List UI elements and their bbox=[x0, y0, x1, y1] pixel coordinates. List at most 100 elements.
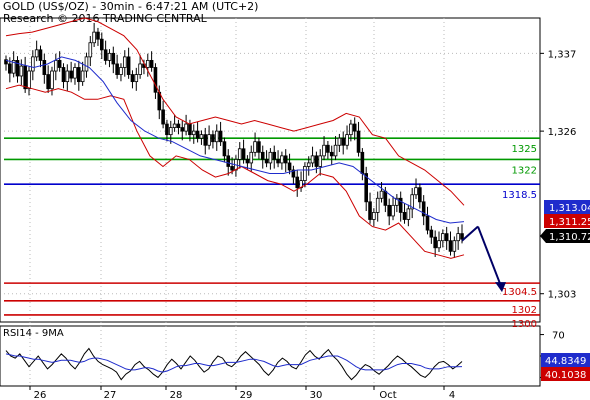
candle bbox=[368, 201, 372, 220]
candle bbox=[207, 134, 211, 146]
candle bbox=[27, 70, 31, 90]
candle bbox=[364, 173, 369, 203]
rsi-value-tag bbox=[541, 367, 590, 381]
candle bbox=[103, 49, 108, 61]
x-tick-label: 26 bbox=[34, 390, 47, 400]
x-tick-label: 4 bbox=[449, 390, 455, 400]
candle bbox=[203, 134, 208, 146]
candle bbox=[4, 59, 8, 65]
candle bbox=[8, 63, 12, 74]
candle bbox=[11, 60, 16, 74]
candle bbox=[425, 215, 430, 231]
candle bbox=[111, 52, 116, 65]
candle bbox=[260, 151, 265, 160]
candle bbox=[88, 42, 93, 58]
candle bbox=[456, 233, 460, 242]
candle bbox=[421, 201, 426, 217]
candle bbox=[99, 38, 104, 51]
candle bbox=[218, 130, 223, 143]
candle bbox=[230, 166, 234, 171]
rsi-value-tag bbox=[541, 353, 590, 367]
candle bbox=[395, 197, 399, 206]
candle bbox=[199, 134, 204, 139]
candle bbox=[34, 49, 39, 58]
chart-title: GOLD (US$/OZ) - 30min - 6:47:21 AM (UTC+… bbox=[3, 0, 259, 13]
level-label: 1318.5 bbox=[502, 190, 537, 201]
candle bbox=[429, 229, 434, 238]
price-axis-label: 1,337 bbox=[548, 49, 577, 60]
candle bbox=[73, 67, 77, 79]
candle bbox=[402, 212, 407, 220]
price-tag-label: 1,311.25 bbox=[549, 217, 590, 228]
x-tick-label: 27 bbox=[104, 390, 117, 400]
candle bbox=[460, 233, 464, 240]
candle bbox=[406, 208, 411, 220]
forecast-arrowhead bbox=[495, 282, 506, 293]
price-tag-label: 1,313.04 bbox=[549, 203, 590, 214]
candle bbox=[387, 204, 391, 217]
candle bbox=[19, 65, 24, 77]
candle bbox=[222, 141, 227, 157]
price-axis-label: 1,326 bbox=[548, 127, 577, 138]
candle bbox=[122, 56, 127, 68]
candle bbox=[138, 63, 142, 75]
candle bbox=[119, 67, 123, 75]
candle bbox=[38, 49, 43, 61]
candle bbox=[379, 190, 384, 199]
candle bbox=[50, 70, 54, 90]
candle bbox=[107, 52, 112, 61]
level-label: 1300 bbox=[512, 319, 537, 330]
candle bbox=[134, 74, 139, 83]
candle bbox=[253, 141, 257, 153]
level-label: 1322 bbox=[512, 165, 537, 176]
candle bbox=[303, 166, 307, 182]
candle bbox=[280, 155, 284, 164]
candle bbox=[191, 130, 196, 136]
candle bbox=[61, 67, 66, 83]
candle bbox=[268, 151, 273, 164]
level-label: 1302 bbox=[512, 305, 537, 316]
candle bbox=[249, 151, 254, 164]
candle bbox=[23, 65, 27, 90]
price-tag bbox=[544, 200, 590, 214]
candle bbox=[92, 31, 96, 44]
candle bbox=[341, 137, 346, 146]
candle bbox=[398, 197, 403, 213]
candle bbox=[237, 148, 242, 160]
candle bbox=[383, 190, 388, 206]
candle bbox=[318, 155, 323, 167]
candle bbox=[77, 67, 81, 83]
candle bbox=[310, 155, 315, 164]
rsi-value-label: 44.8349 bbox=[545, 356, 586, 367]
candle bbox=[214, 130, 219, 143]
candle bbox=[360, 151, 365, 174]
candle bbox=[322, 144, 326, 157]
candle bbox=[180, 127, 185, 132]
candle bbox=[161, 109, 165, 125]
candle bbox=[126, 56, 131, 75]
price-tag-label: 1,310.72 bbox=[549, 232, 590, 243]
candle bbox=[452, 240, 457, 252]
candle bbox=[437, 240, 441, 249]
rsi-panel-frame bbox=[0, 325, 541, 387]
candle bbox=[333, 144, 338, 157]
candle bbox=[345, 134, 349, 146]
price-panel: 1325 1322 1318.5 1304.5 1302 1300 bbox=[4, 17, 540, 330]
candle bbox=[448, 240, 453, 252]
rsi-series-rsi14 bbox=[5, 347, 463, 381]
candle bbox=[444, 233, 449, 242]
candle bbox=[418, 187, 422, 203]
candle bbox=[84, 56, 89, 72]
candle bbox=[245, 158, 250, 164]
price-axis-label: 1,303 bbox=[548, 290, 577, 301]
candle bbox=[15, 60, 20, 77]
candle bbox=[184, 123, 188, 132]
candle bbox=[372, 212, 376, 220]
candle bbox=[241, 148, 246, 160]
candle bbox=[57, 60, 62, 68]
candle bbox=[188, 123, 192, 136]
rsi-axis-label: 70 bbox=[552, 331, 565, 342]
rsi-panel: RSI14 - 9MA bbox=[3, 328, 463, 381]
candle bbox=[115, 63, 119, 75]
candle bbox=[130, 74, 135, 83]
